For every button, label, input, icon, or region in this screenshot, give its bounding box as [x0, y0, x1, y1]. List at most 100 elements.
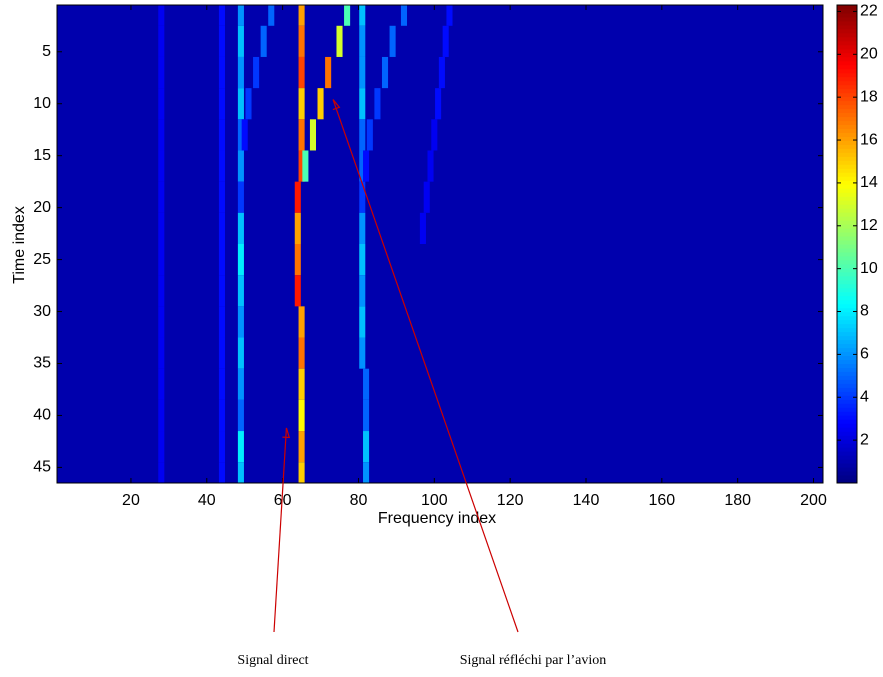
colorbar-band — [837, 100, 857, 106]
colorbar-band — [837, 467, 857, 472]
heatmap-cell — [442, 25, 449, 57]
colorbar-band — [837, 172, 857, 177]
colorbar-band — [837, 52, 857, 58]
y-tick-label: 5 — [42, 43, 51, 60]
colorbar-band — [837, 152, 857, 157]
heatmap-cell — [237, 212, 244, 244]
heatmap-cell — [237, 275, 244, 307]
colorbar-band — [837, 479, 857, 484]
heatmap-cell — [298, 56, 305, 89]
heatmap-cell — [158, 181, 165, 213]
annotation-text: Signal direct — [237, 653, 308, 668]
heatmap-cell — [158, 399, 165, 432]
heatmap-cell — [298, 462, 305, 483]
heatmap-cell — [359, 88, 366, 120]
heatmap-cell — [363, 368, 370, 400]
colorbar-band — [837, 16, 857, 22]
colorbar-band — [837, 283, 857, 289]
colorbar-band — [837, 116, 857, 122]
heatmap-cell — [237, 368, 244, 400]
heatmap-cell — [363, 431, 370, 463]
colorbar-band — [837, 435, 857, 440]
colorbar-band — [837, 168, 857, 173]
heatmap-cell — [268, 5, 275, 26]
colorbar-band — [837, 176, 857, 181]
colorbar-band — [837, 164, 857, 169]
colorbar-band — [837, 371, 857, 376]
colorbar-tick-label: 8 — [860, 303, 869, 320]
colorbar-band — [837, 259, 857, 265]
colorbar-band — [837, 28, 857, 34]
colorbar-band — [837, 228, 857, 233]
annotation-arrow — [332, 99, 519, 633]
colorbar-band — [837, 60, 857, 66]
colorbar-band — [837, 184, 857, 189]
colorbar-band — [837, 335, 857, 341]
colorbar-band — [837, 208, 857, 213]
colorbar-tick-label: 20 — [860, 46, 878, 63]
colorbar-band — [837, 220, 857, 225]
colorbar-band — [837, 339, 857, 345]
colorbar-band — [837, 20, 857, 26]
heatmap-cell — [218, 181, 225, 213]
heatmap-cell — [158, 88, 165, 120]
x-tick-label: 40 — [198, 492, 216, 509]
heatmap-cell — [158, 306, 165, 338]
heatmap-cell — [237, 150, 244, 182]
colorbar-band — [837, 80, 857, 86]
colorbar-band — [837, 156, 857, 161]
x-tick-label: 80 — [350, 492, 368, 509]
colorbar-band — [837, 124, 857, 129]
heatmap-cell — [298, 368, 305, 400]
heatmap-cell — [237, 88, 244, 120]
heatmap-cell — [336, 25, 343, 57]
colorbar-tick-label: 14 — [860, 174, 878, 191]
x-axis-label: Frequency index — [378, 510, 496, 527]
colorbar-band — [837, 471, 857, 476]
heatmap-cell — [359, 244, 366, 276]
heatmap-cell — [302, 150, 309, 182]
heatmap-cell — [298, 431, 305, 463]
annotation-arrowhead — [332, 99, 341, 111]
colorbar-band — [837, 363, 857, 368]
heatmap-cell — [389, 25, 396, 57]
colorbar-band — [837, 120, 857, 125]
y-tick-label: 25 — [33, 251, 51, 268]
heatmap-cell — [298, 399, 305, 432]
colorbar-band — [837, 427, 857, 432]
colorbar-band — [837, 44, 857, 50]
colorbar-band — [837, 279, 857, 285]
colorbar-band — [837, 224, 857, 229]
colorbar-band — [837, 144, 857, 149]
colorbar-band — [837, 395, 857, 400]
heatmap-cell — [381, 56, 389, 89]
heatmap-cell — [359, 275, 366, 307]
heatmap-cell — [298, 119, 305, 151]
heatmap-cell — [218, 399, 225, 432]
heatmap-cell — [423, 181, 430, 213]
y-tick-label: 30 — [33, 303, 51, 320]
x-tick-label: 140 — [573, 492, 600, 509]
colorbar-band — [837, 5, 857, 10]
heatmap-cell — [237, 337, 244, 369]
colorbar-band — [837, 68, 857, 74]
heatmap-cell — [435, 88, 442, 120]
plot-frame — [56, 4, 824, 484]
annotation-arrowhead — [282, 427, 291, 439]
heatmap-cell — [427, 150, 434, 182]
colorbar-band — [837, 271, 857, 277]
heatmap-cell — [218, 244, 225, 276]
colorbar-band — [837, 196, 857, 201]
y-tick-label: 10 — [33, 95, 51, 112]
heatmap-cell — [237, 56, 244, 89]
heatmap-cell — [237, 119, 244, 151]
heatmap-cell — [260, 25, 267, 57]
heatmap-cell — [218, 306, 225, 338]
heatmap-cell — [218, 368, 225, 400]
heatmap-cell — [158, 119, 165, 151]
colorbar-band — [837, 351, 857, 357]
colorbar-band — [837, 56, 857, 62]
heatmap-cell — [158, 244, 165, 276]
colorbar-band — [837, 411, 857, 416]
colorbar-band — [837, 379, 857, 384]
